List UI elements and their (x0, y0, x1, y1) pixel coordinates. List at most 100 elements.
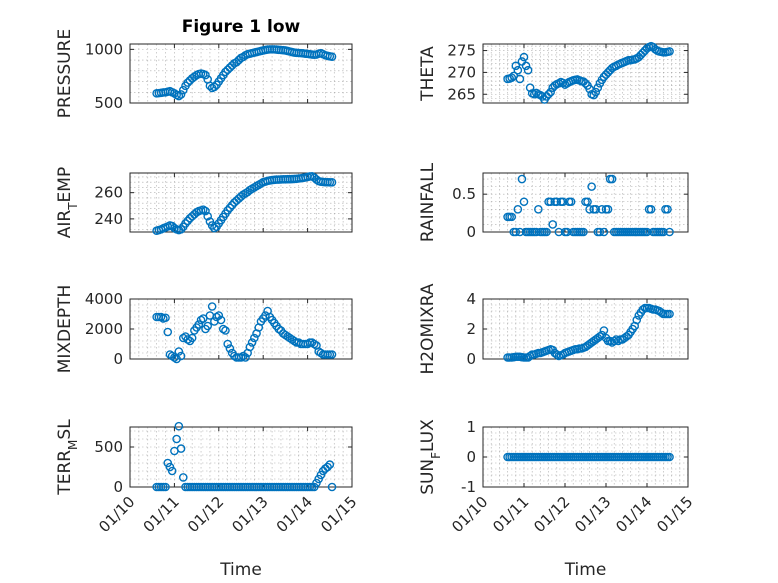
x-tick-label: 01/13 (228, 493, 271, 536)
y-tick-label: 0 (466, 223, 476, 241)
data-point (659, 227, 668, 237)
data-point (172, 434, 181, 444)
y-tick-label: 1000 (85, 40, 123, 58)
y-tick-label: 4 (466, 290, 476, 308)
subplot-1: 500 1000 PRESSURE Figure 1 low (55, 17, 353, 118)
data-point (532, 227, 541, 237)
data-point (327, 482, 337, 492)
data-point (665, 452, 674, 462)
data-point (542, 227, 551, 237)
data-point (521, 61, 531, 71)
y-tick-label: 0.5 (452, 185, 476, 203)
data-point (241, 353, 250, 362)
axes-box (129, 426, 353, 488)
x-tick-label: 01/15 (653, 493, 696, 536)
data-point (225, 63, 235, 72)
data-point (587, 182, 596, 191)
data-point (190, 72, 199, 82)
data-point (579, 227, 588, 237)
x-tick-label: 01/14 (273, 493, 316, 536)
data-point (550, 81, 560, 90)
data-point (595, 227, 605, 237)
axes-box (129, 172, 353, 233)
data-point (327, 178, 337, 187)
subplot-2: 265 270 275 THETA (418, 42, 689, 104)
data-point (591, 205, 601, 214)
x-tick-label: 01/11 (489, 493, 532, 536)
data-point (609, 336, 619, 346)
y-tick-label: 2 (466, 320, 476, 338)
data-point (274, 324, 284, 334)
data-point (523, 65, 533, 75)
y-axis-label: PRESSURE (55, 29, 75, 118)
data-point (591, 87, 601, 97)
data-point (247, 338, 257, 347)
y-axis-label: SUNFLUX (418, 419, 443, 495)
y-tick-label: 500 (94, 94, 123, 112)
x-tick-label: 01/13 (571, 493, 614, 536)
y-tick-label: 0 (113, 478, 123, 496)
data-point (327, 52, 337, 61)
data-point (548, 220, 558, 229)
data-point (218, 324, 228, 334)
data-point (599, 326, 609, 335)
data-point (174, 347, 184, 356)
data-point (665, 47, 674, 56)
subplot-7: 0 500 01/10 01/11 01/12 01/13 01/14 01/15 Time TE… (55, 419, 360, 580)
data-point (176, 444, 186, 453)
data-point (223, 206, 232, 215)
data-point (161, 482, 170, 492)
data-point (665, 309, 674, 319)
y-axis-label: RAINFALL (418, 162, 438, 242)
data-point (638, 305, 648, 314)
data-point (611, 335, 621, 344)
data-point (325, 460, 335, 469)
data-point (607, 174, 617, 184)
y-tick-label: 0 (113, 350, 123, 368)
data-point (605, 336, 615, 346)
data-point (642, 44, 652, 53)
data-point (513, 65, 523, 75)
data-point (223, 339, 232, 349)
y-tick-label: -1 (461, 478, 476, 496)
data-point (323, 462, 332, 472)
data-point (227, 200, 237, 210)
data-point (595, 332, 605, 341)
data-point (163, 327, 173, 337)
data-point (581, 79, 590, 88)
data-point (663, 205, 672, 214)
data-point (646, 205, 656, 214)
data-point (554, 79, 564, 88)
data-point (221, 67, 230, 77)
data-point (225, 203, 235, 213)
y-tick-label: 275 (447, 42, 476, 60)
y-tick-label: 260 (94, 184, 123, 202)
data-point (238, 52, 248, 62)
axes-box (129, 43, 353, 104)
x-tick-label: 01/12 (184, 493, 227, 536)
data-point (250, 333, 259, 343)
data-point (174, 421, 184, 431)
data-point (176, 225, 186, 234)
x-axis-label: Time (219, 560, 262, 580)
axes-box (482, 43, 689, 104)
data-point (583, 197, 592, 207)
y-axis-label: TERRMSL (55, 419, 80, 496)
data-point (513, 205, 523, 214)
data-point (657, 308, 666, 317)
data-point (194, 320, 204, 329)
y-axis-label: MIXDEPTH (55, 285, 75, 374)
data-point (245, 342, 255, 352)
data-point (178, 473, 188, 482)
data-point (534, 205, 543, 214)
data-point (515, 227, 525, 237)
data-point (632, 315, 642, 325)
plot-area (483, 173, 688, 232)
data-point (554, 227, 564, 237)
data-point (176, 351, 186, 361)
y-tick-label: 0 (466, 350, 476, 368)
data-point (566, 197, 576, 207)
y-tick-label: 270 (447, 63, 476, 81)
data-point (593, 83, 603, 93)
x-tick-label: 01/10 (95, 493, 138, 536)
